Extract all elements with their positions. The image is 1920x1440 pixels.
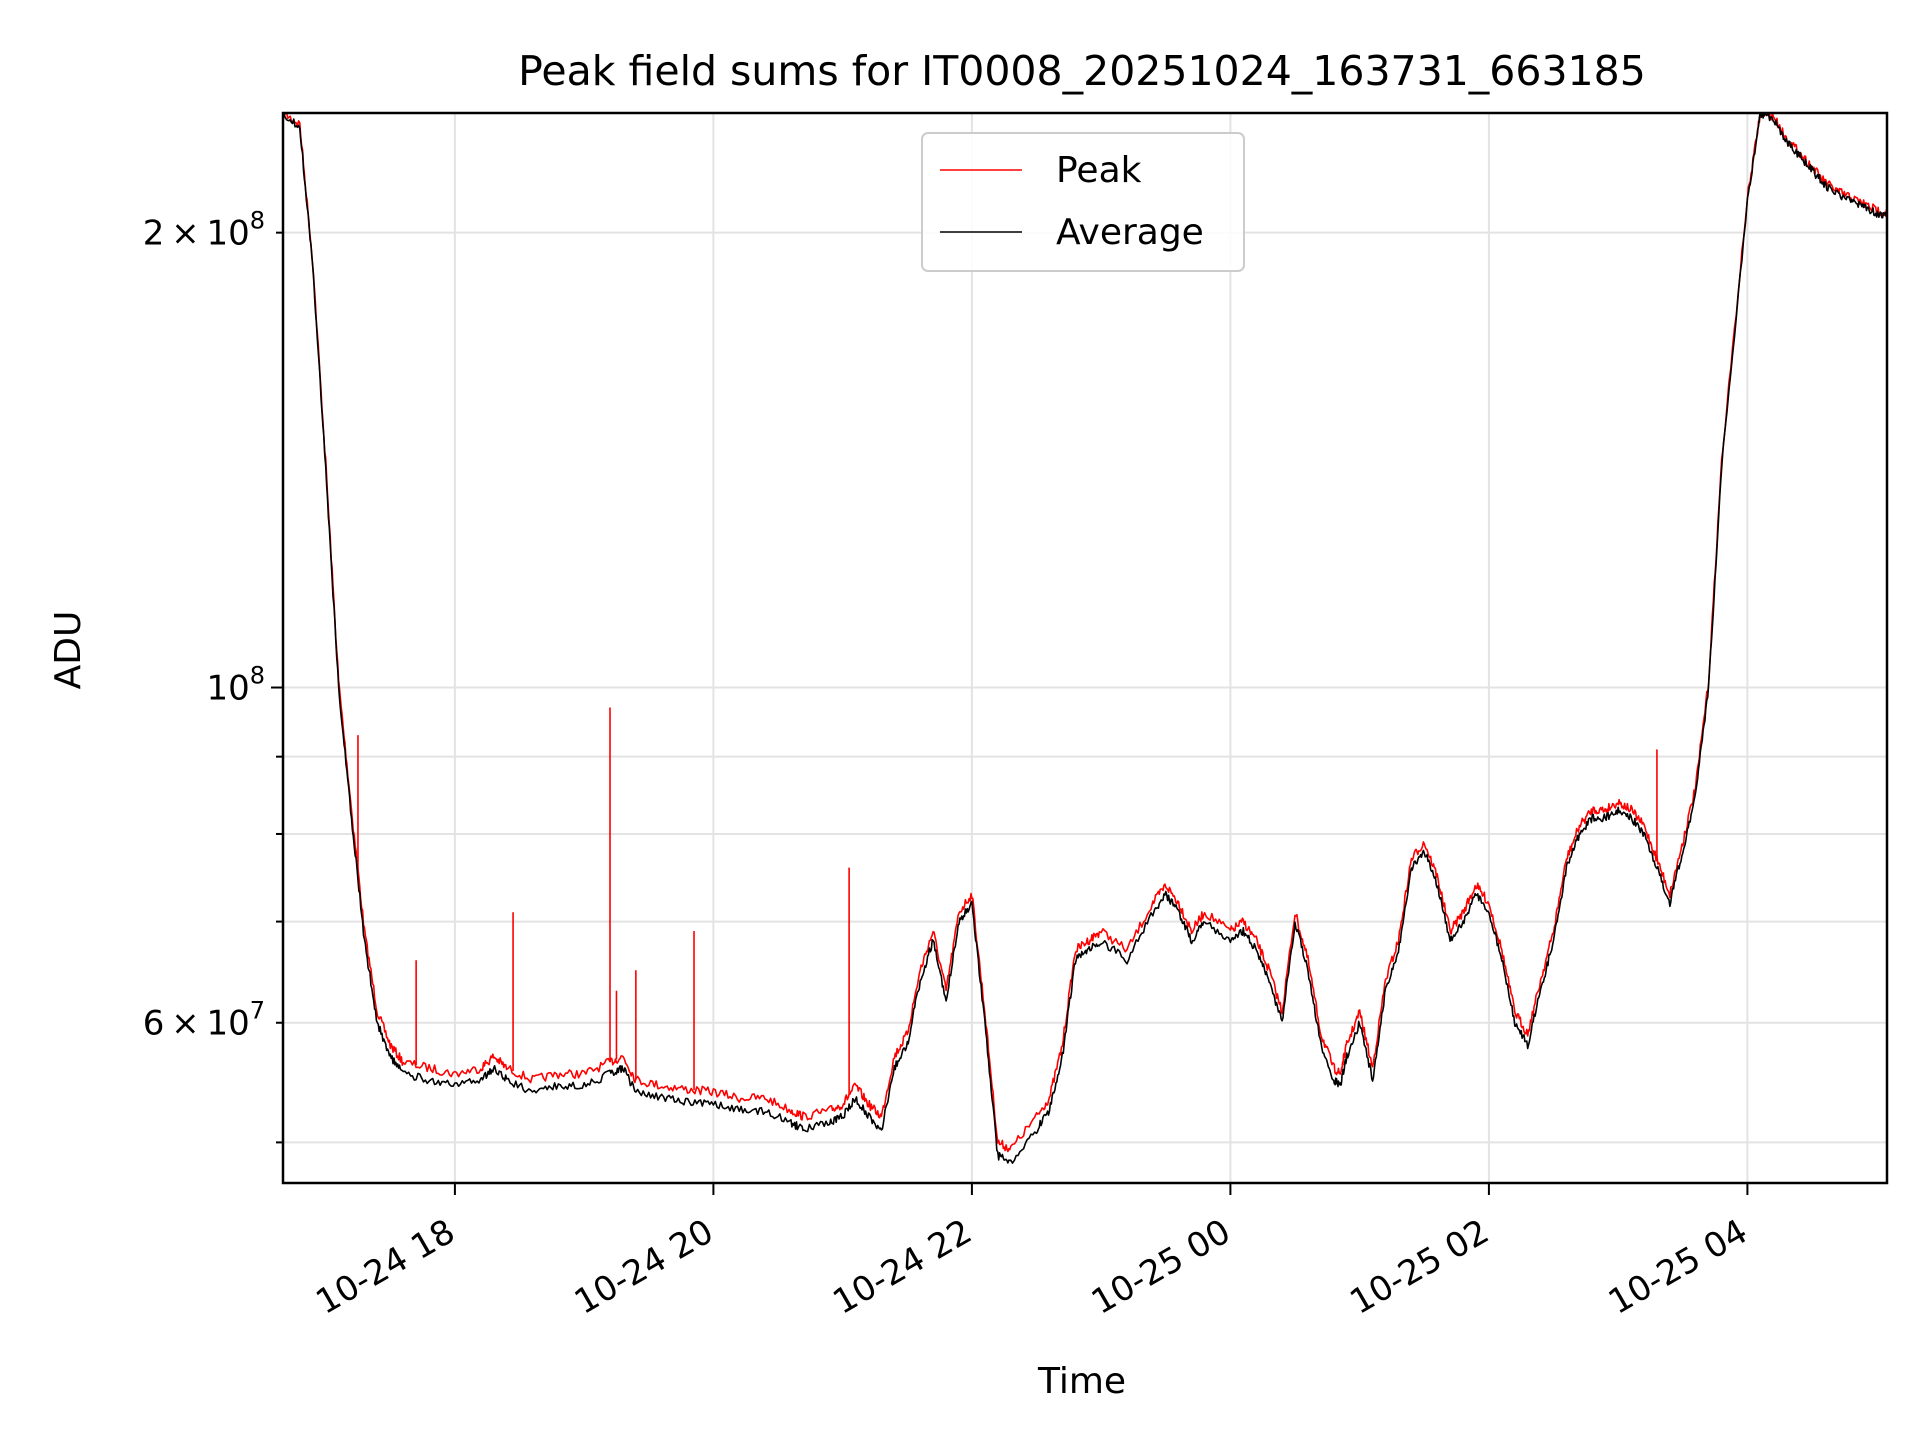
y-tick-exponent: 8	[250, 662, 265, 690]
x-axis-label: Time	[1037, 1361, 1126, 1402]
legend-box	[921, 132, 1245, 272]
peak-series-line	[283, 113, 1887, 1153]
legend-average-label: Average	[1056, 212, 1204, 253]
y-tick-label: 2 × 108	[143, 207, 265, 254]
series-layer	[283, 113, 1887, 1164]
legend: Peak Average	[921, 132, 1245, 272]
y-tick-exponent: 8	[250, 207, 265, 235]
chart-title: Peak field sums for IT0008_20251024_1637…	[518, 47, 1646, 95]
y-tick-exponent: 7	[250, 997, 265, 1025]
legend-peak-label: Peak	[1056, 150, 1142, 191]
grid-layer	[283, 113, 1887, 1183]
axes-frame	[281, 111, 1889, 1185]
y-tick-label: 6 × 107	[143, 997, 265, 1044]
average-series-line	[283, 113, 1887, 1164]
y-axis-label: ADU	[48, 611, 89, 690]
